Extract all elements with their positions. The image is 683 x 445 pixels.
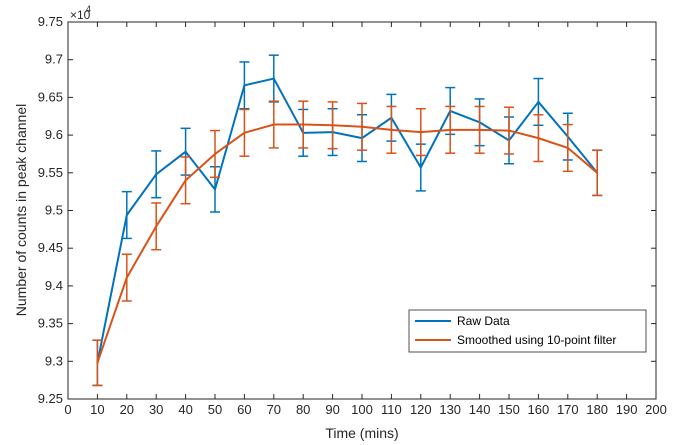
- series-group: [92, 54, 603, 387]
- data-point: [419, 131, 422, 134]
- y-tick-label: 9.7: [45, 52, 63, 67]
- x-tick-label: 30: [149, 402, 163, 417]
- x-axis: 0 10 20 30 40 50 60 70 80 90 100 110 120 130 140 150 160…: [64, 22, 667, 417]
- data-point: [155, 225, 158, 228]
- x-tick-label: 20: [120, 402, 134, 417]
- x-tick-label: 160: [528, 402, 550, 417]
- y-tick-label: 9.25: [38, 391, 63, 406]
- data-point: [331, 124, 334, 127]
- y-multiplier-base: ×10: [70, 8, 91, 22]
- data-point: [596, 171, 599, 174]
- data-point: [508, 129, 510, 132]
- y-tick-label: 9.35: [38, 316, 63, 331]
- data-point: [125, 276, 128, 279]
- y-tick-label: 9.55: [38, 165, 63, 180]
- data-point: [96, 361, 99, 364]
- data-point: [478, 128, 481, 131]
- data-point: [272, 77, 275, 80]
- legend-box: [408, 309, 647, 353]
- data-point: [537, 100, 540, 103]
- x-tick-label: 110: [381, 402, 402, 417]
- x-tick-label: 40: [178, 402, 192, 417]
- x-tick-label: 150: [498, 402, 520, 417]
- y-tick-label: 9.75: [38, 14, 63, 29]
- data-point: [302, 123, 305, 126]
- x-tick-label: 90: [325, 402, 339, 417]
- data-point: [566, 146, 569, 149]
- y-tick-label: 9.5: [45, 203, 63, 218]
- legend-label-raw: Raw Data: [457, 314, 510, 328]
- y-axis-label: Number of counts in peak channel: [13, 104, 29, 316]
- x-tick-label: 10: [90, 402, 104, 417]
- x-tick-label: 50: [208, 402, 222, 417]
- series-smoothed: [92, 100, 603, 387]
- x-tick-label: 140: [469, 402, 491, 417]
- x-tick-label: 70: [267, 402, 281, 417]
- data-point: [184, 150, 187, 153]
- data-point: [419, 166, 422, 169]
- data-point: [155, 173, 158, 176]
- y-tick-label: 9.65: [38, 89, 63, 104]
- data-point: [537, 137, 540, 140]
- series-line: [96, 77, 598, 364]
- data-point: [390, 128, 393, 131]
- x-tick-label: 60: [237, 402, 251, 417]
- y-tick-label: 9.6: [45, 127, 63, 142]
- legend: Raw Data Smoothed using 10-point filter: [408, 309, 647, 353]
- x-tick-label: 190: [616, 402, 638, 417]
- data-point: [361, 125, 363, 128]
- y-tick-label: 9.45: [38, 240, 63, 255]
- y-multiplier-exponent: 4: [86, 4, 91, 14]
- y-tick-label: 9.4: [45, 278, 63, 293]
- x-axis-label: Time (mins): [325, 425, 398, 441]
- x-tick-label: 100: [351, 402, 373, 417]
- series-line: [96, 123, 598, 364]
- x-tick-label: 80: [296, 402, 310, 417]
- x-tick-label: 120: [410, 402, 432, 417]
- data-point: [214, 152, 216, 155]
- data-point: [125, 214, 128, 217]
- y-tick-label: 9.3: [45, 353, 63, 368]
- data-point: [449, 128, 452, 131]
- x-tick-label: 200: [645, 402, 667, 417]
- x-tick-label: 0: [64, 402, 71, 417]
- data-point: [184, 179, 187, 182]
- data-point: [243, 131, 246, 134]
- x-tick-label: 180: [586, 402, 608, 417]
- data-point: [243, 84, 246, 87]
- data-point: [214, 188, 216, 191]
- x-tick-label: 170: [557, 402, 579, 417]
- x-tick-label: 130: [439, 402, 461, 417]
- data-point: [272, 123, 275, 126]
- legend-label-smoothed: Smoothed using 10-point filter: [457, 333, 616, 347]
- y-axis: 9.25 9.3 9.35 9.4 9.45 9.5 9.55 9.6 9.65 9.7 9.75: [38, 14, 656, 406]
